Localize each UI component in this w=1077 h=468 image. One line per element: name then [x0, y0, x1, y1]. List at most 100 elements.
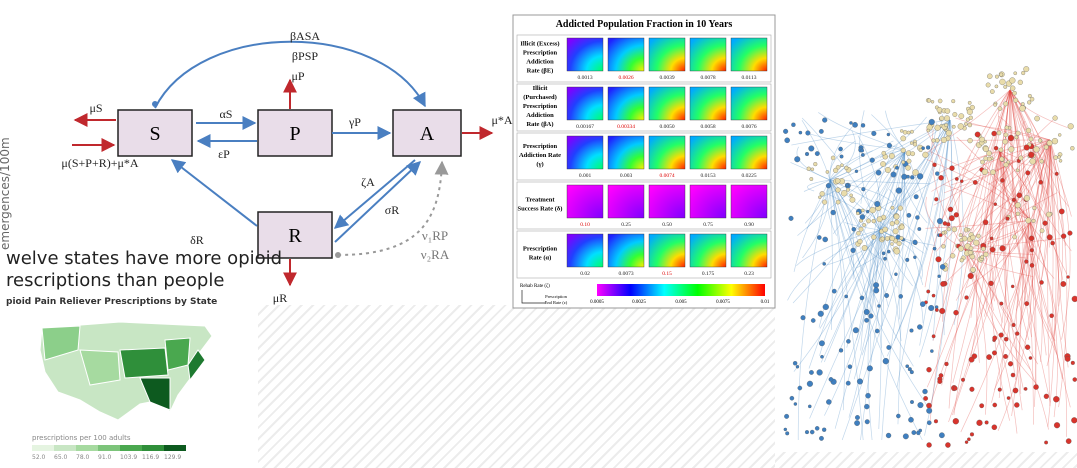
network-node [931, 100, 934, 103]
network-node [793, 361, 797, 365]
network-node [823, 304, 829, 310]
network-node [952, 125, 955, 128]
edge-label: μ(S+P+R)+μ*A [61, 156, 139, 170]
network-node [955, 177, 958, 180]
network-node [784, 428, 787, 431]
arrow [172, 160, 257, 226]
network-node [935, 172, 939, 176]
heatmap-cell [690, 234, 726, 267]
network-node [900, 225, 905, 230]
network-node [944, 115, 950, 121]
network-node [826, 170, 829, 173]
network-node [1018, 80, 1023, 85]
network-node [935, 138, 939, 142]
network-node [1007, 396, 1010, 399]
heatmap-cell [608, 136, 644, 169]
network-node [1003, 102, 1008, 107]
network-node [862, 223, 865, 226]
heatmap-cell [567, 136, 603, 169]
row-label: Prescription [523, 143, 558, 150]
network-node [875, 329, 879, 333]
network-edge [925, 120, 953, 436]
network-node [1013, 388, 1018, 393]
network-node [1015, 202, 1021, 208]
network-node [1071, 417, 1077, 423]
network-node [987, 74, 992, 79]
network-node [915, 216, 919, 220]
network-node [845, 183, 849, 187]
network-node [1012, 198, 1016, 202]
network-node [1010, 86, 1015, 91]
network-node [923, 396, 927, 400]
network-node [907, 159, 911, 163]
network-node [990, 247, 995, 252]
network-node [906, 175, 909, 178]
network-node [930, 349, 933, 352]
network-node [949, 166, 954, 171]
network-node [1003, 354, 1008, 359]
row-label: Addiction Rate [519, 152, 561, 159]
heatmap-cell [649, 234, 685, 267]
network-node [856, 231, 860, 235]
network-node [990, 170, 995, 175]
network-node [932, 294, 935, 297]
network-node [1024, 66, 1030, 72]
network-node [1025, 301, 1029, 305]
network-node [873, 282, 879, 288]
network-node [789, 216, 794, 221]
network-node [882, 252, 885, 255]
network-node [1013, 235, 1017, 239]
network-node [895, 220, 900, 225]
collage: emergences/100mSPARβASAβPSPμSμ(S+P+R)+μ*… [0, 0, 1077, 468]
network-node [1004, 337, 1008, 341]
network-node [1070, 146, 1074, 150]
network-node [836, 200, 840, 204]
network-node [1052, 138, 1058, 144]
network-edge [798, 180, 830, 440]
network-node [1024, 195, 1030, 201]
network-node [1059, 209, 1064, 214]
network-node [917, 325, 922, 330]
network-node [970, 387, 975, 392]
axis-label: End Rate (ε) [545, 300, 568, 305]
network-node [819, 340, 825, 346]
network-node [981, 247, 985, 251]
network-node [938, 99, 942, 103]
edge-label: μP [291, 69, 304, 83]
network-node [913, 256, 916, 259]
network-node [1044, 145, 1049, 150]
network-node [835, 178, 840, 183]
network-node [937, 107, 942, 112]
network-node [990, 237, 993, 240]
network-node [887, 133, 890, 136]
network-node [829, 377, 833, 381]
network-node [1047, 140, 1053, 146]
network-node [982, 169, 988, 175]
network-node [840, 155, 844, 159]
network-node [885, 236, 889, 240]
cell-value: 0.15 [662, 271, 672, 277]
network-node [810, 177, 813, 180]
network-node [887, 143, 892, 148]
network-node [917, 173, 923, 179]
network-node [958, 123, 964, 129]
cell-value: 0.50 [662, 222, 672, 228]
network-node [938, 275, 941, 278]
arrow-dot [335, 252, 341, 258]
network-node [1000, 178, 1004, 182]
network-node [896, 414, 900, 418]
network-edge [791, 162, 830, 180]
heatmap-cell [567, 38, 603, 71]
network-node [945, 442, 950, 447]
network-node [920, 302, 925, 307]
network-node [883, 227, 888, 232]
network-node [874, 201, 880, 207]
page: emergences/100mSPARβASAβPSPμSμ(S+P+R)+μ*… [0, 0, 1077, 468]
network-node [805, 152, 809, 156]
network-node [865, 393, 870, 398]
edge-label: σR [385, 203, 399, 217]
network-node [973, 180, 977, 184]
network-edge [802, 180, 830, 258]
network-node [984, 252, 989, 257]
network-node [1065, 356, 1070, 361]
